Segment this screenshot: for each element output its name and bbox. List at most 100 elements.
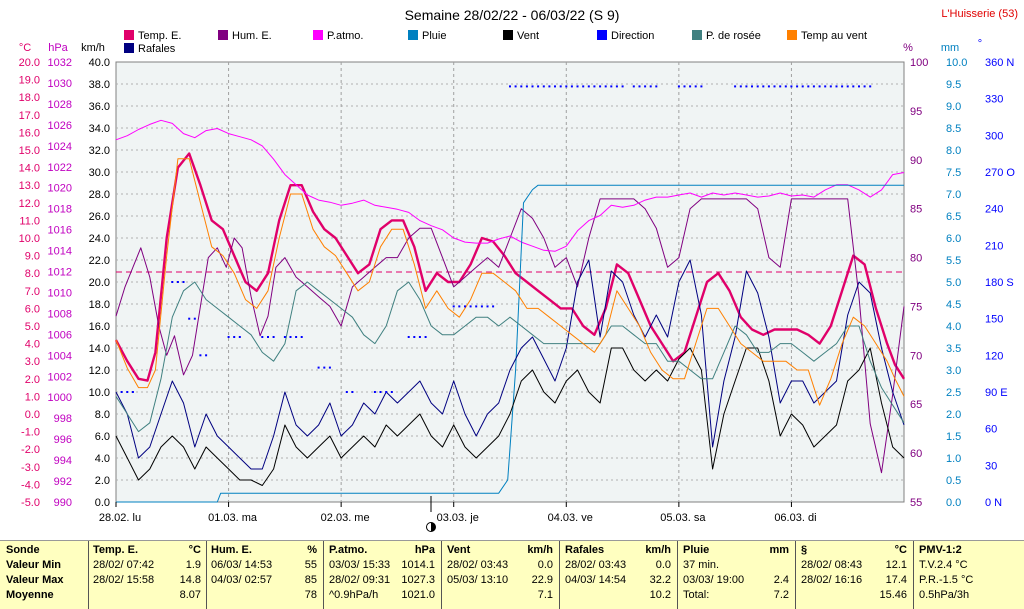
direction-point bbox=[458, 305, 461, 308]
x-tick-label: 01.03. ma bbox=[208, 512, 258, 524]
direction-point bbox=[689, 85, 692, 88]
dir-tick-label: 150 bbox=[985, 314, 1003, 326]
temp-tick-label: 17.0 bbox=[19, 110, 40, 122]
direction-point bbox=[599, 85, 602, 88]
direction-point bbox=[267, 336, 269, 338]
dir-tick-label: 360 N bbox=[985, 57, 1014, 69]
raf-min-date: 28/02/ 03:43 bbox=[565, 559, 627, 571]
pres-tick-label: 992 bbox=[54, 476, 72, 488]
chart-title: Semaine 28/02/22 - 06/03/22 (S 9) bbox=[405, 7, 620, 23]
hum-tick-label: 100 bbox=[910, 57, 928, 69]
plot-axes: 20.0 19.0 18.0 17.0 16.0 15.0 14.0 13.0 12.0 11.0… bbox=[19, 57, 1016, 509]
hum-tick-label: 75 bbox=[910, 301, 922, 313]
direction-point bbox=[745, 85, 748, 88]
pres-tick-label: 1010 bbox=[48, 287, 72, 299]
direction-point bbox=[762, 85, 765, 88]
pres-unit: hPa bbox=[414, 544, 435, 556]
temp-header: Temp. E. bbox=[93, 544, 139, 556]
direction-point bbox=[486, 305, 489, 308]
temp-tick-label: 10.0 bbox=[19, 233, 40, 245]
wind-tick-label: 2.0 bbox=[95, 475, 110, 487]
rain-tick-label: 8.0 bbox=[946, 145, 961, 157]
pluie-unit: mm bbox=[769, 544, 789, 556]
hum-unit: % bbox=[307, 544, 317, 556]
direction-point bbox=[649, 85, 652, 88]
rain-tick-label: 6.0 bbox=[946, 233, 961, 245]
wind-tick-label: 26.0 bbox=[89, 211, 110, 223]
pres-max-date: 28/02/ 09:31 bbox=[329, 574, 391, 586]
dir-tick-label: 180 S bbox=[985, 277, 1014, 289]
axis-unit-labels: °C hPa km/h % mm ° bbox=[19, 38, 982, 54]
temp-tick-label: -5.0 bbox=[21, 497, 40, 509]
direction-point bbox=[587, 85, 590, 88]
temp-tick-label: 14.0 bbox=[19, 163, 40, 175]
pmv-tv: T.V.2.4 °C bbox=[919, 559, 968, 571]
direction-point bbox=[300, 336, 303, 338]
dir-tick-label: 330 bbox=[985, 94, 1003, 106]
x-tick-label: 06.03. di bbox=[774, 512, 816, 524]
wind-tick-label: 6.0 bbox=[95, 431, 110, 443]
legend-swatch bbox=[503, 30, 513, 40]
x-tick-label: 28.02. lu bbox=[99, 512, 141, 524]
x-tick-label: 04.03. ve bbox=[548, 512, 593, 524]
temp-tick-label: -3.0 bbox=[21, 462, 40, 474]
rain-tick-label: 5.0 bbox=[946, 277, 961, 289]
temp-tick-label: 12.0 bbox=[19, 198, 40, 210]
rain-tick-label: 8.5 bbox=[946, 123, 961, 135]
pres-unit-label: hPa bbox=[48, 42, 68, 54]
direction-point bbox=[734, 85, 737, 88]
direction-point bbox=[475, 305, 478, 308]
hum-unit-label: % bbox=[903, 42, 913, 54]
direction-point bbox=[295, 336, 298, 338]
sect-max-value: 17.4 bbox=[885, 574, 907, 586]
direction-point bbox=[824, 85, 827, 88]
legend-swatch bbox=[787, 30, 797, 40]
direction-point bbox=[694, 85, 697, 88]
plot-series bbox=[114, 85, 906, 503]
direction-point bbox=[199, 354, 202, 357]
direction-point bbox=[610, 85, 613, 88]
stats-vent: Vent km/h 28/02/ 03:43 0.0 05/03/ 13:10 22.… bbox=[447, 541, 553, 609]
dir-tick-label: 120 bbox=[985, 350, 1003, 362]
temp-tick-label: 13.0 bbox=[19, 180, 40, 192]
direction-point bbox=[171, 281, 174, 283]
hum-tick-label: 60 bbox=[910, 448, 922, 460]
pres-tick-label: 1016 bbox=[48, 225, 72, 237]
stats-pmv: PMV-1:2 T.V.2.4 °C P.R.-1.5 °C 0.5hPa/3h bbox=[919, 541, 1019, 609]
temp-tick-label: 5.0 bbox=[25, 321, 40, 333]
dir-tick-label: 30 bbox=[985, 460, 997, 472]
direction-point bbox=[559, 85, 562, 88]
raf-max-value: 32.2 bbox=[649, 574, 671, 586]
temp-tick-label: 8.0 bbox=[25, 268, 40, 280]
direction-point bbox=[283, 336, 286, 338]
direction-point bbox=[323, 366, 326, 369]
raf-max-date: 04/03/ 14:54 bbox=[565, 574, 627, 586]
hum-tick-label: 70 bbox=[910, 350, 922, 362]
vent-unit: km/h bbox=[527, 544, 553, 556]
temp-tick-label: 9.0 bbox=[25, 251, 40, 263]
temp-tick-label: 20.0 bbox=[19, 57, 40, 69]
stats-pres: P.atmo. hPa 03/03/ 15:33 1014.1 28/02/ 09:… bbox=[329, 541, 435, 609]
direction-point bbox=[480, 305, 483, 308]
direction-point bbox=[525, 85, 528, 88]
dir-tick-label: 60 bbox=[985, 424, 997, 436]
direction-point bbox=[655, 85, 658, 88]
direction-point bbox=[233, 336, 236, 338]
direction-point bbox=[683, 85, 686, 88]
wind-tick-label: 8.0 bbox=[95, 409, 110, 421]
legend-label: Pluie bbox=[422, 30, 446, 42]
hum-max-value: 85 bbox=[304, 574, 317, 586]
direction-point bbox=[126, 391, 129, 393]
wind-tick-label: 10.0 bbox=[89, 387, 110, 399]
dir-tick-label: 90 E bbox=[985, 387, 1008, 399]
series-rafales bbox=[115, 259, 905, 470]
series-temp-e bbox=[114, 152, 906, 382]
dir-tick-label: 210 bbox=[985, 240, 1003, 252]
direction-point bbox=[537, 85, 540, 88]
direction-point bbox=[345, 391, 348, 393]
series-p-de-ros-e bbox=[115, 281, 905, 433]
direction-point bbox=[773, 85, 776, 88]
hum-min-value: 55 bbox=[304, 559, 317, 571]
hum-tick-label: 95 bbox=[910, 106, 922, 118]
pres-tick-label: 1000 bbox=[48, 392, 72, 404]
